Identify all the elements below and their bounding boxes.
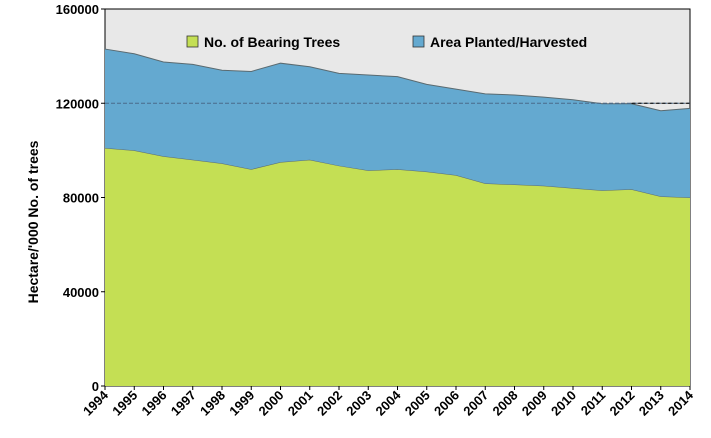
x-tick-label: 1998 — [197, 388, 228, 419]
x-tick-label: 2008 — [490, 388, 521, 419]
x-tick-label: 2005 — [402, 388, 433, 419]
x-tick-label: 2014 — [665, 387, 697, 419]
area-series — [104, 48, 691, 386]
y-tick-label: 160000 — [56, 2, 99, 17]
x-tick-label: 2012 — [607, 388, 638, 419]
area-area-planted — [105, 49, 690, 198]
x-tick-label: 2004 — [373, 387, 405, 419]
x-tick-label: 2009 — [519, 388, 550, 419]
y-tick-label: 40000 — [63, 285, 99, 300]
x-tick-label: 1995 — [109, 388, 140, 419]
x-tick-label: 2013 — [636, 388, 667, 419]
x-tick-label: 2011 — [578, 388, 609, 419]
x-tick-label: 2001 — [285, 388, 316, 419]
x-tick-label: 2006 — [431, 388, 462, 419]
y-tick-label: 0 — [92, 379, 99, 394]
x-tick-label: 1994 — [80, 387, 112, 419]
legend-label: No. of Bearing Trees — [204, 34, 340, 50]
x-tick-label: 2002 — [314, 388, 345, 419]
x-tick-label: 2010 — [548, 388, 579, 419]
x-tick-label: 2000 — [256, 388, 287, 419]
x-tick-label: 1996 — [139, 388, 170, 419]
series-line — [104, 48, 691, 112]
legend: No. of Bearing Trees Area Planted/Harvest… — [186, 34, 587, 50]
x-tick-label: 1997 — [168, 388, 199, 419]
x-tick-label: 1999 — [226, 388, 257, 419]
x-tick-label: 2007 — [460, 388, 491, 419]
y-axis: 0 40000 80000 120000 160000 — [56, 2, 105, 394]
x-tick-label: 2003 — [343, 388, 374, 419]
legend-swatch — [412, 35, 425, 48]
area-bearing-trees — [105, 148, 690, 386]
y-tick-label: 80000 — [63, 191, 99, 206]
legend-label: Area Planted/Harvested — [430, 34, 587, 50]
legend-swatch — [186, 35, 199, 48]
x-axis: 1994199519961997199819992000200120022003… — [80, 386, 697, 419]
y-tick-label: 120000 — [56, 96, 99, 111]
y-axis-label: Hectare/'000 No. of trees — [25, 140, 41, 303]
